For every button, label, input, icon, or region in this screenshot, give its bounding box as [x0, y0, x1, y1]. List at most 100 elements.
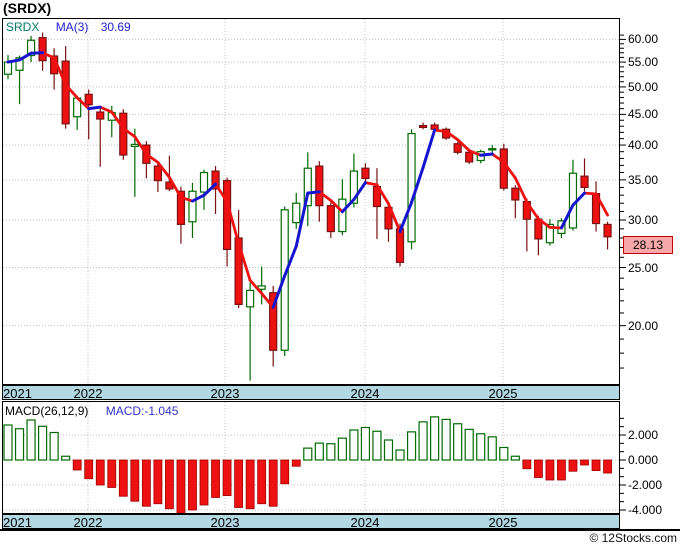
year-label: 2021: [3, 515, 32, 530]
macd-bar-negative: [130, 459, 140, 502]
ma-line-rising: [559, 203, 575, 230]
price-axis-label: 55.00: [628, 55, 659, 70]
macd-bar-negative: [107, 459, 117, 488]
candle-body: [3, 61, 13, 75]
ma-line-falling: [121, 126, 137, 139]
macd-bar-negative: [118, 459, 128, 497]
price-axis-label: 40.00: [628, 138, 659, 153]
macd-bar-negative: [522, 459, 532, 470]
macd-bar-negative: [533, 459, 543, 478]
macd-bar-positive: [3, 424, 13, 461]
ma-line-falling: [260, 292, 275, 309]
macd-bar-negative: [603, 459, 612, 474]
macd-bar-negative: [580, 459, 589, 466]
macd-bar-negative: [257, 459, 267, 505]
candle-body: [349, 170, 358, 204]
macd-bar-negative: [268, 459, 278, 507]
price-axis-label: 45.00: [628, 107, 659, 122]
macd-bar-negative: [165, 459, 174, 510]
ma-line-falling: [502, 160, 517, 180]
ma-line-rising: [283, 244, 298, 278]
ma-line-falling: [52, 56, 68, 87]
year-label: 2025: [488, 515, 518, 530]
macd-axis-label: -2.000: [628, 478, 663, 492]
year-label: 2023: [210, 515, 240, 530]
price-axis-label: 50.00: [628, 79, 659, 94]
ma-line-falling: [168, 175, 183, 199]
page-title: (SRDX): [3, 0, 52, 16]
ma-line-rising: [398, 200, 414, 234]
ma-line-falling: [548, 225, 563, 230]
macd-legend-value: MACD:-1.045: [105, 404, 179, 418]
candle-body: [499, 148, 508, 189]
macd-bar-negative: [84, 459, 94, 480]
candle-body: [61, 60, 70, 125]
price-axis-label: 20.00: [628, 318, 659, 333]
legend-ma-value: 30.69: [100, 20, 131, 34]
ma-line-falling: [387, 202, 402, 233]
macd-bar-positive: [487, 436, 497, 461]
ma-line-falling: [41, 51, 56, 60]
ma-line-falling: [225, 200, 241, 245]
year-label: 2024: [350, 386, 380, 401]
x-axis-band-top: [2, 385, 620, 400]
macd-bar-positive: [418, 421, 428, 461]
ma-line-falling: [594, 192, 609, 217]
macd-bar-negative: [211, 459, 220, 498]
macd-bar-negative: [153, 459, 163, 505]
year-label: 2023: [210, 386, 240, 401]
candle-body: [269, 292, 278, 351]
ma-line-rising: [340, 197, 356, 214]
macd-bar-negative: [95, 459, 105, 486]
macd-bar-positive: [360, 426, 371, 461]
macd-bar-positive: [510, 455, 520, 461]
ma-line-falling: [110, 110, 125, 130]
year-label: 2022: [73, 386, 103, 401]
macd-bar-negative: [72, 459, 82, 471]
ma-line-falling: [237, 241, 252, 282]
macd-bar-negative: [568, 459, 578, 472]
ma-line-falling: [133, 135, 148, 156]
ma-line-falling: [467, 149, 483, 157]
macd-bar-positive: [14, 428, 25, 461]
ma-line-falling: [525, 200, 540, 221]
year-label: 2025: [488, 386, 518, 401]
candle-body: [580, 175, 589, 189]
ma-line-falling: [433, 128, 448, 133]
price-axis-label: 60.00: [628, 32, 659, 47]
ma-line-falling: [64, 83, 79, 100]
candle-body: [234, 237, 243, 306]
macd-bar-positive: [61, 455, 71, 461]
ma-line-falling: [144, 152, 160, 164]
macd-bar-positive: [37, 425, 48, 461]
macd-bar-positive: [383, 439, 394, 461]
ma-line-falling: [214, 182, 229, 203]
macd-bar-negative: [280, 459, 290, 485]
macd-bar-positive: [395, 449, 405, 461]
ma-line-rising: [6, 58, 22, 64]
candle-body: [326, 205, 335, 233]
macd-axis-label: 2.000: [628, 428, 659, 442]
legend-symbol: SRDX: [6, 20, 40, 34]
ma-line-falling: [98, 105, 114, 114]
ma-line-falling: [375, 183, 390, 206]
ma-line-falling: [513, 176, 529, 204]
candle-body: [96, 111, 105, 120]
candle-body: [303, 167, 312, 207]
macd-bar-positive: [499, 446, 509, 461]
macd-bar-positive: [372, 430, 382, 461]
macd-plot-border: [2, 401, 620, 514]
ma-line-falling: [490, 152, 506, 164]
macd-legend: MACD(26,12,9) MACD:-1.045: [5, 404, 178, 418]
year-label: 2022: [73, 515, 103, 530]
macd-bar-positive: [337, 437, 347, 461]
macd-bar-negative: [234, 459, 244, 508]
ma-line-falling: [583, 191, 598, 196]
ma-line-rising: [87, 105, 102, 111]
macd-bar-positive: [464, 428, 474, 461]
copyright-watermark: © 12Stocks.com: [589, 531, 677, 545]
last-price-label: 28.13: [623, 236, 673, 254]
candle-body: [246, 289, 255, 308]
x-axis-band-bottom: [2, 514, 620, 529]
